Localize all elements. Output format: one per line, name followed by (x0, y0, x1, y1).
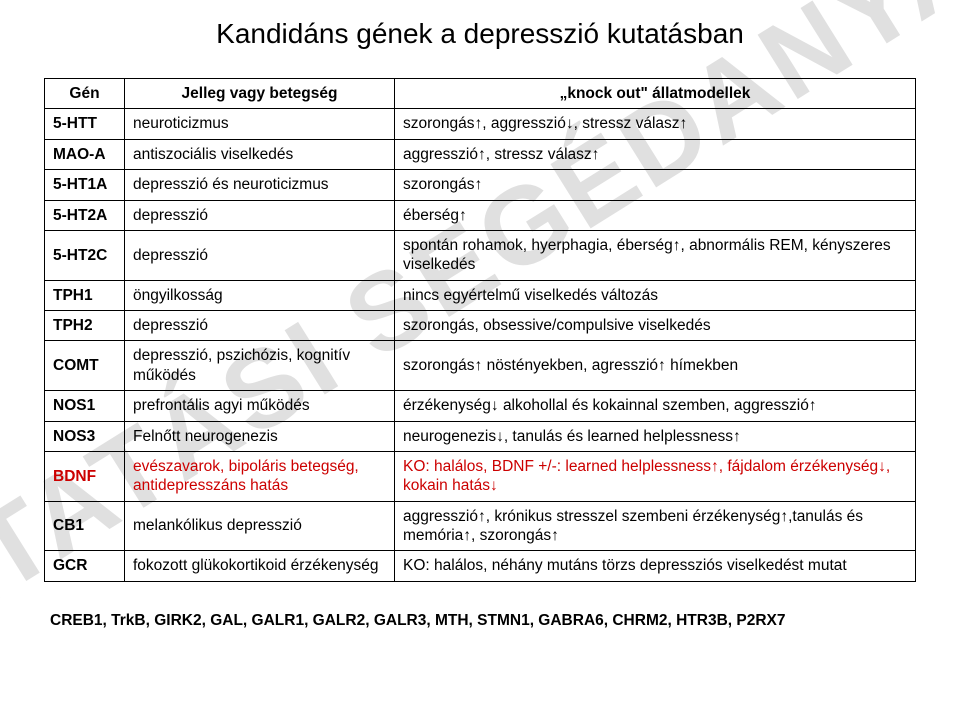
table-header-row: Gén Jelleg vagy betegség „knock out" áll… (45, 79, 916, 109)
cell-gene: 5-HT2C (45, 230, 125, 280)
table-row: 5-HTTneuroticizmusszorongás↑, aggresszió… (45, 109, 916, 139)
header-knockout: „knock out" állatmodellek (395, 79, 916, 109)
table-row: MAO-Aantiszociális viselkedésaggresszió↑… (45, 139, 916, 169)
cell-gene: 5-HT1A (45, 170, 125, 200)
table-row: 5-HT2Adepresszióéberség↑ (45, 200, 916, 230)
cell-gene: NOS1 (45, 391, 125, 421)
cell-gene: COMT (45, 341, 125, 391)
cell-gene: TPH2 (45, 311, 125, 341)
table-row: TPH1öngyilkosságnincs egyértelmű viselke… (45, 280, 916, 310)
table-row: GCRfokozott glükokortikoid érzékenységKO… (45, 551, 916, 581)
cell-knockout: szorongás, obsessive/compulsive viselked… (395, 311, 916, 341)
cell-trait: evészavarok, bipoláris betegség, antidep… (125, 451, 395, 501)
cell-trait: öngyilkosság (125, 280, 395, 310)
cell-knockout: szorongás↑ nöstényekben, agresszió↑ híme… (395, 341, 916, 391)
cell-trait: antiszociális viselkedés (125, 139, 395, 169)
table-row: TPH2depressziószorongás, obsessive/compu… (45, 311, 916, 341)
page-title: Kandidáns gének a depresszió kutatásban (44, 18, 916, 50)
cell-trait: fokozott glükokortikoid érzékenység (125, 551, 395, 581)
cell-gene: NOS3 (45, 421, 125, 451)
cell-knockout: KO: halálos, BDNF +/-: learned helplessn… (395, 451, 916, 501)
cell-gene: BDNF (45, 451, 125, 501)
cell-gene: MAO-A (45, 139, 125, 169)
table-row: BDNFevészavarok, bipoláris betegség, ant… (45, 451, 916, 501)
header-trait: Jelleg vagy betegség (125, 79, 395, 109)
footer-gene-list: CREB1, TrkB, GIRK2, GAL, GALR1, GALR2, G… (44, 612, 916, 630)
table-row: 5-HT2Cdepresszióspontán rohamok, hyerpha… (45, 230, 916, 280)
table-row: CB1melankólikus depresszióaggresszió↑, k… (45, 501, 916, 551)
cell-knockout: aggresszió↑, krónikus stresszel szembeni… (395, 501, 916, 551)
cell-trait: prefrontális agyi működés (125, 391, 395, 421)
cell-knockout: szorongás↑ (395, 170, 916, 200)
cell-trait: melankólikus depresszió (125, 501, 395, 551)
cell-trait: depresszió és neuroticizmus (125, 170, 395, 200)
cell-gene: TPH1 (45, 280, 125, 310)
table-row: NOS1prefrontális agyi működésérzékenység… (45, 391, 916, 421)
cell-knockout: KO: halálos, néhány mutáns törzs depress… (395, 551, 916, 581)
cell-trait: depresszió (125, 230, 395, 280)
cell-knockout: szorongás↑, aggresszió↓, stressz válasz↑ (395, 109, 916, 139)
cell-gene: 5-HTT (45, 109, 125, 139)
cell-knockout: nincs egyértelmű viselkedés változás (395, 280, 916, 310)
cell-knockout: aggresszió↑, stressz válasz↑ (395, 139, 916, 169)
cell-knockout: éberség↑ (395, 200, 916, 230)
cell-trait: depresszió (125, 311, 395, 341)
table-row: NOS3Felnőtt neurogenezisneurogenezis↓, t… (45, 421, 916, 451)
table-row: COMTdepresszió, pszichózis, kognitív műk… (45, 341, 916, 391)
cell-gene: 5-HT2A (45, 200, 125, 230)
header-gene: Gén (45, 79, 125, 109)
table-row: 5-HT1Adepresszió és neuroticizmusszorong… (45, 170, 916, 200)
cell-gene: GCR (45, 551, 125, 581)
cell-gene: CB1 (45, 501, 125, 551)
cell-trait: depresszió, pszichózis, kognitív működés (125, 341, 395, 391)
cell-trait: depresszió (125, 200, 395, 230)
cell-knockout: neurogenezis↓, tanulás és learned helple… (395, 421, 916, 451)
page-content: Kandidáns gének a depresszió kutatásban … (0, 0, 960, 630)
genes-table: Gén Jelleg vagy betegség „knock out" áll… (44, 78, 916, 582)
cell-knockout: spontán rohamok, hyerphagia, éberség↑, a… (395, 230, 916, 280)
cell-trait: Felnőtt neurogenezis (125, 421, 395, 451)
cell-trait: neuroticizmus (125, 109, 395, 139)
cell-knockout: érzékenység↓ alkohollal és kokainnal sze… (395, 391, 916, 421)
